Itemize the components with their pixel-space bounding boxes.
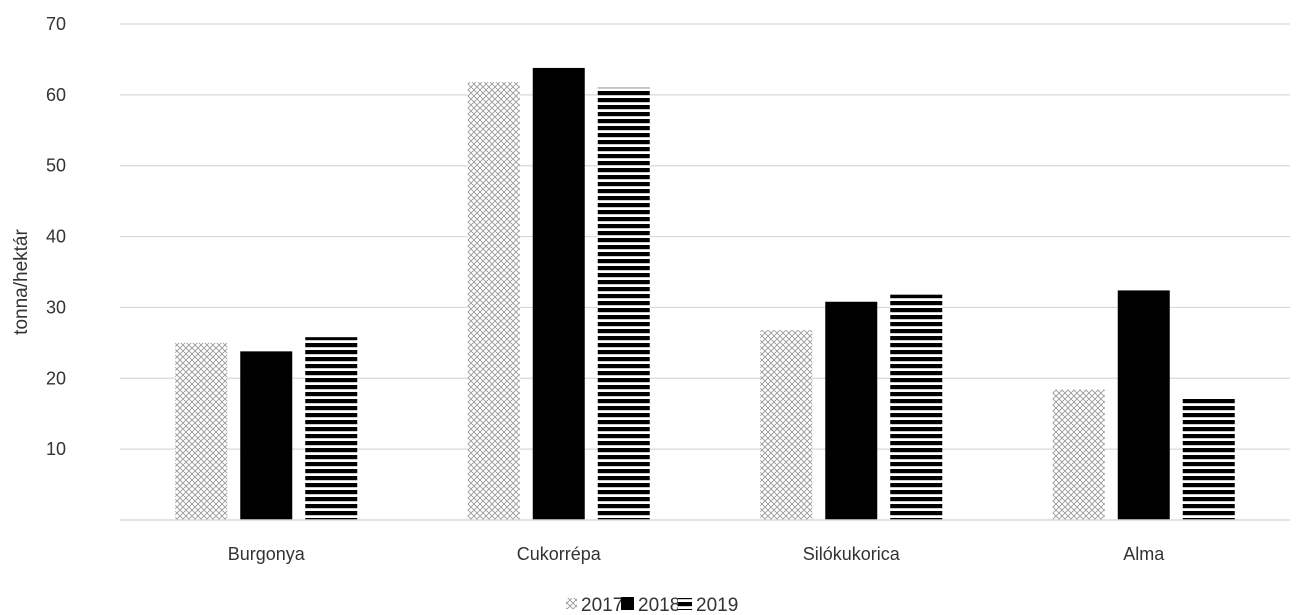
legend-item-2018: 2018 xyxy=(621,595,680,615)
legend-label: 2018 xyxy=(638,595,680,615)
y-tick-label: 60 xyxy=(46,85,66,105)
gridlines xyxy=(120,23,1290,450)
bar-2018-cukorrépa xyxy=(532,67,585,520)
legend-swatch-2017 xyxy=(566,598,577,609)
legend-swatch-2018 xyxy=(621,597,634,610)
bar-2019-alma xyxy=(1182,396,1235,520)
bar-2019-burgonya xyxy=(305,337,358,520)
legend-label: 2019 xyxy=(696,595,738,615)
bar-2017-burgonya xyxy=(175,342,228,520)
y-tick-label: 30 xyxy=(46,297,66,317)
bars xyxy=(175,67,1235,521)
bar-2017-silókukorica xyxy=(760,330,813,520)
legend-item-2019: 2019 xyxy=(678,595,738,615)
y-tick-label: 10 xyxy=(46,439,66,459)
bar-2018-burgonya xyxy=(240,351,293,520)
bar-2017-alma xyxy=(1052,389,1105,520)
x-tick-label: Burgonya xyxy=(228,544,306,564)
bar-2019-silókukorica xyxy=(890,294,943,520)
y-tick-label: 70 xyxy=(46,14,66,34)
bar-2019-cukorrépa xyxy=(597,87,650,521)
y-axis-title: tonna/hektár xyxy=(11,229,32,335)
y-tick-label: 20 xyxy=(46,368,66,388)
x-tick-label: Silókukorica xyxy=(803,544,901,564)
axes: 10 20 30 40 50 60 70 Burgonya Cukorrépa Silókukor… xyxy=(46,14,1290,564)
y-tick-label: 40 xyxy=(46,227,66,247)
legend-swatch-2019 xyxy=(678,598,692,610)
legend: 2017 2018 2019 xyxy=(566,595,738,615)
bar-2017-cukorrépa xyxy=(467,82,520,521)
x-tick-label: Cukorrépa xyxy=(517,544,602,564)
bar-2018-silókukorica xyxy=(825,301,878,520)
legend-item-2017: 2017 xyxy=(566,595,623,615)
y-tick-label: 50 xyxy=(46,156,66,176)
bar-2018-alma xyxy=(1117,290,1170,520)
x-tick-label: Alma xyxy=(1123,544,1165,564)
legend-label: 2017 xyxy=(581,595,623,615)
